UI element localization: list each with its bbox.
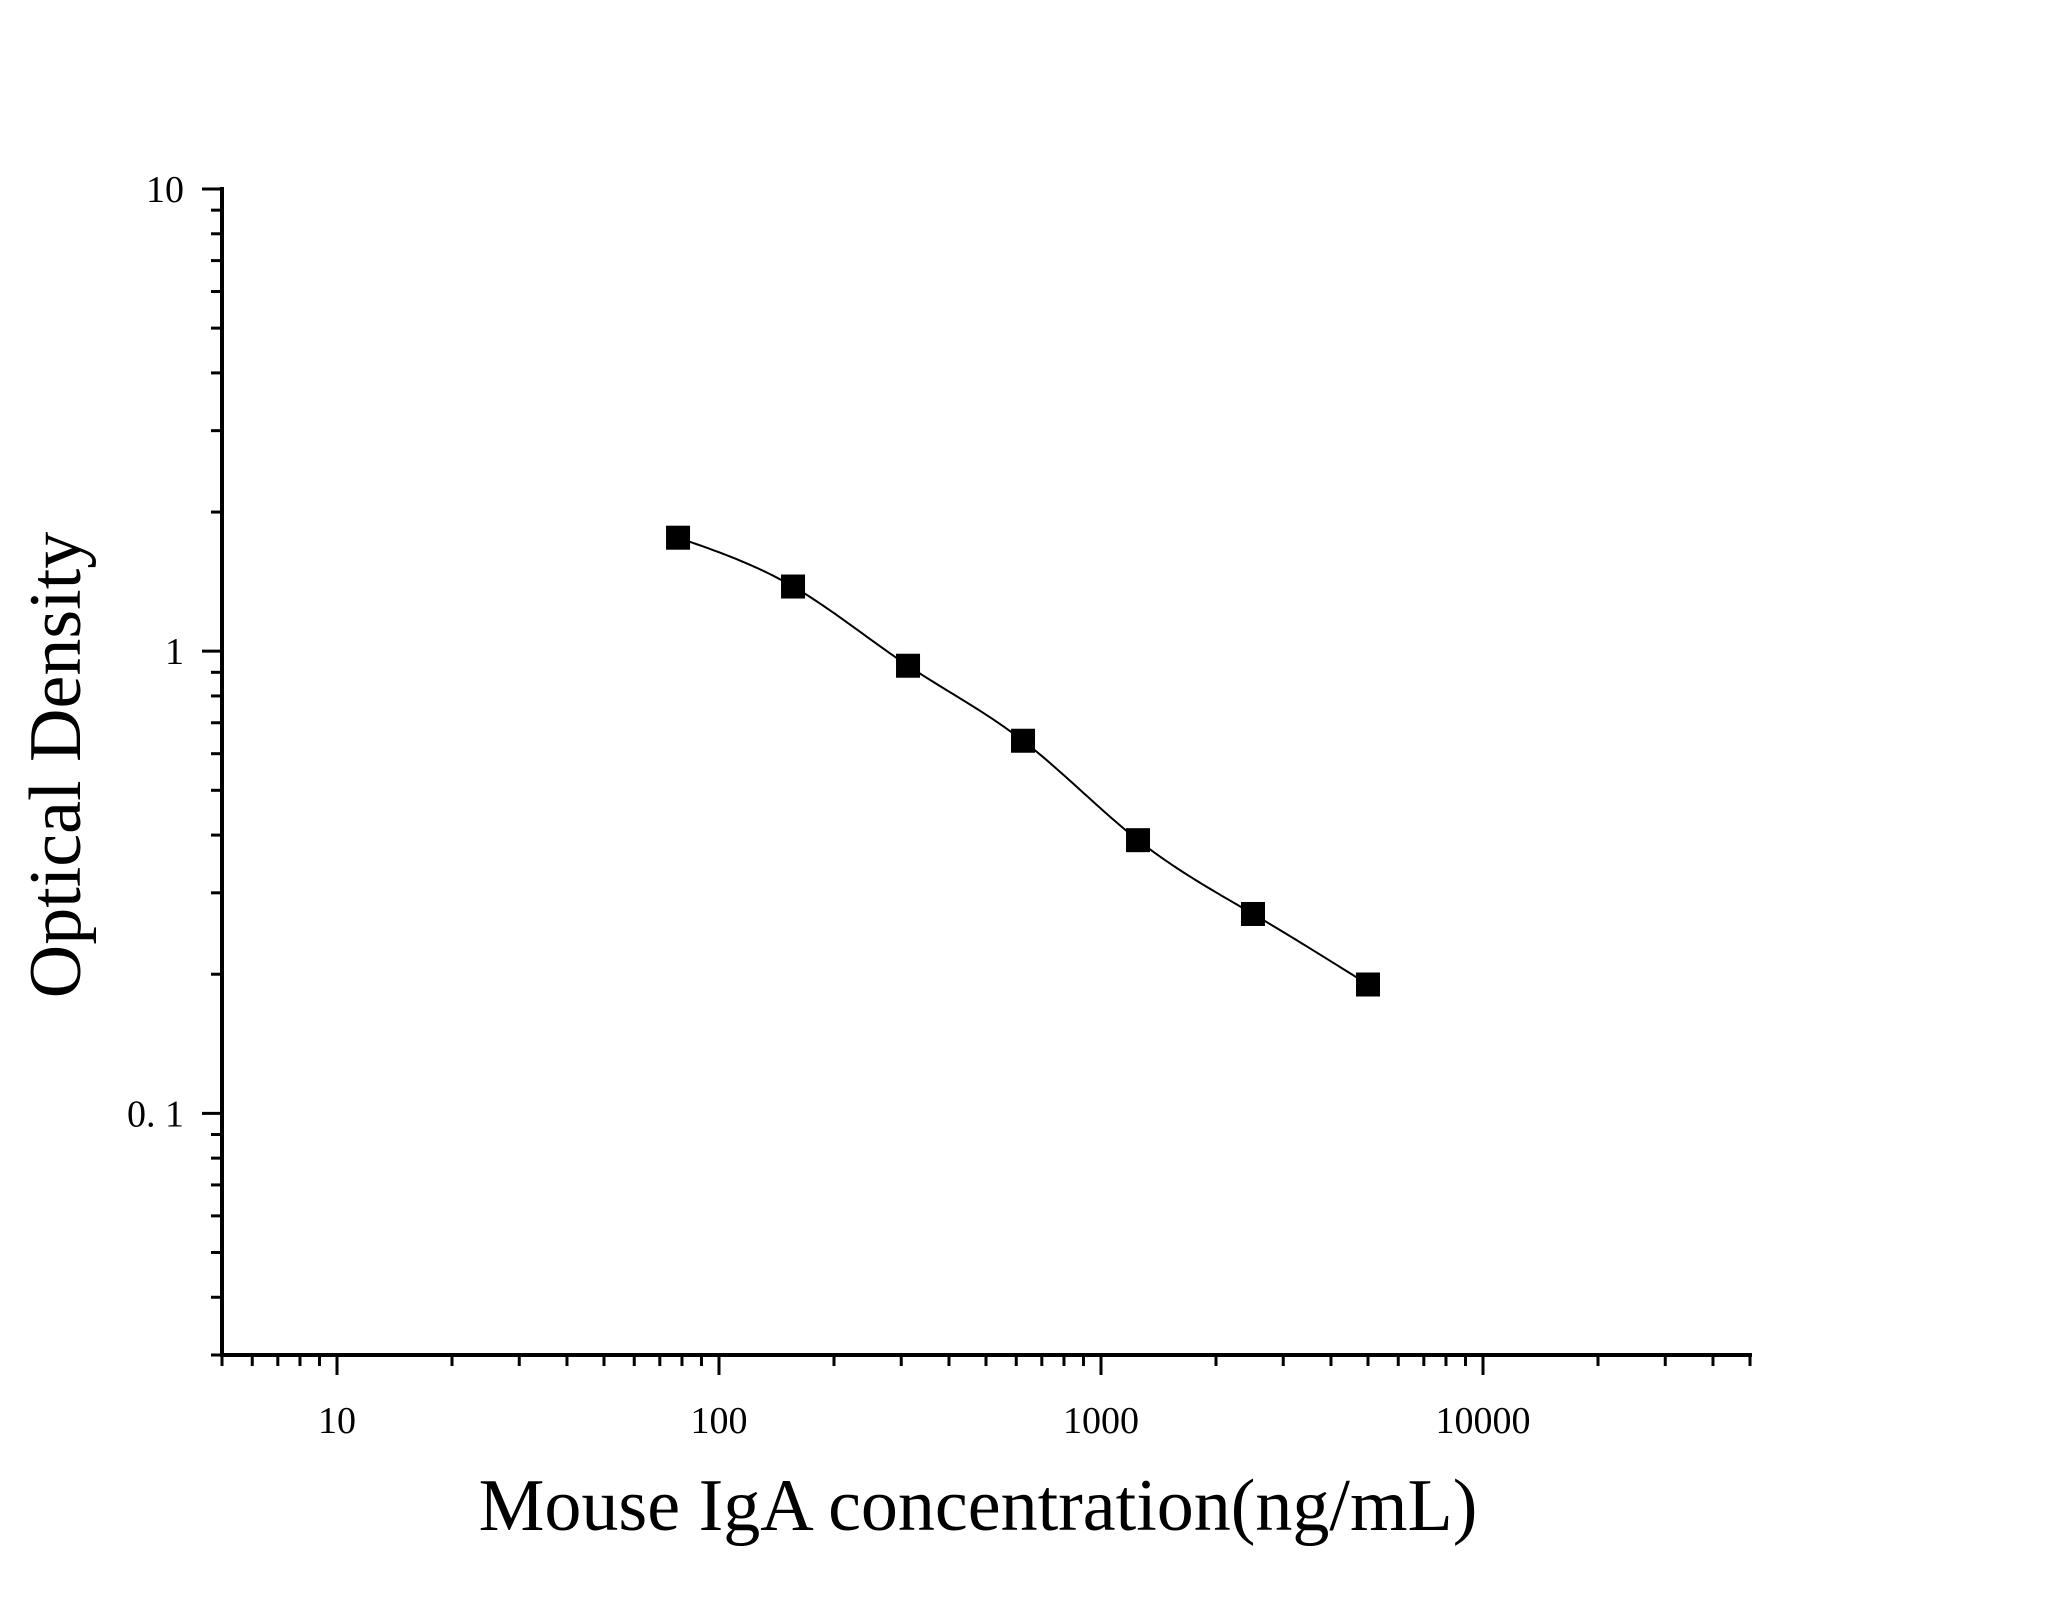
x-axis-title: Mouse IgA concentration(ng/mL) xyxy=(479,1465,1478,1547)
data-point-marker xyxy=(666,525,691,550)
data-point-marker xyxy=(781,574,806,599)
data-points xyxy=(666,525,1380,997)
data-point-marker xyxy=(1356,972,1380,997)
x-tick-label: 10 xyxy=(318,1400,356,1442)
tick-labels: 10 1 0. 1 10 100 1000 10000 xyxy=(127,169,1530,1442)
data-point-marker xyxy=(1241,901,1266,926)
y-axis-title: Optical Density xyxy=(15,532,97,999)
data-point-marker xyxy=(1011,728,1036,753)
data-point-marker xyxy=(896,653,921,678)
y-tick-label: 10 xyxy=(146,169,184,211)
y-tick-label: 0. 1 xyxy=(127,1093,184,1135)
x-tick-label: 10000 xyxy=(1435,1400,1530,1442)
axes xyxy=(202,187,1752,1375)
y-tick-label: 1 xyxy=(165,631,184,673)
x-tick-label: 1000 xyxy=(1063,1400,1139,1442)
data-point-marker xyxy=(1126,828,1151,853)
x-tick-label: 100 xyxy=(690,1400,747,1442)
